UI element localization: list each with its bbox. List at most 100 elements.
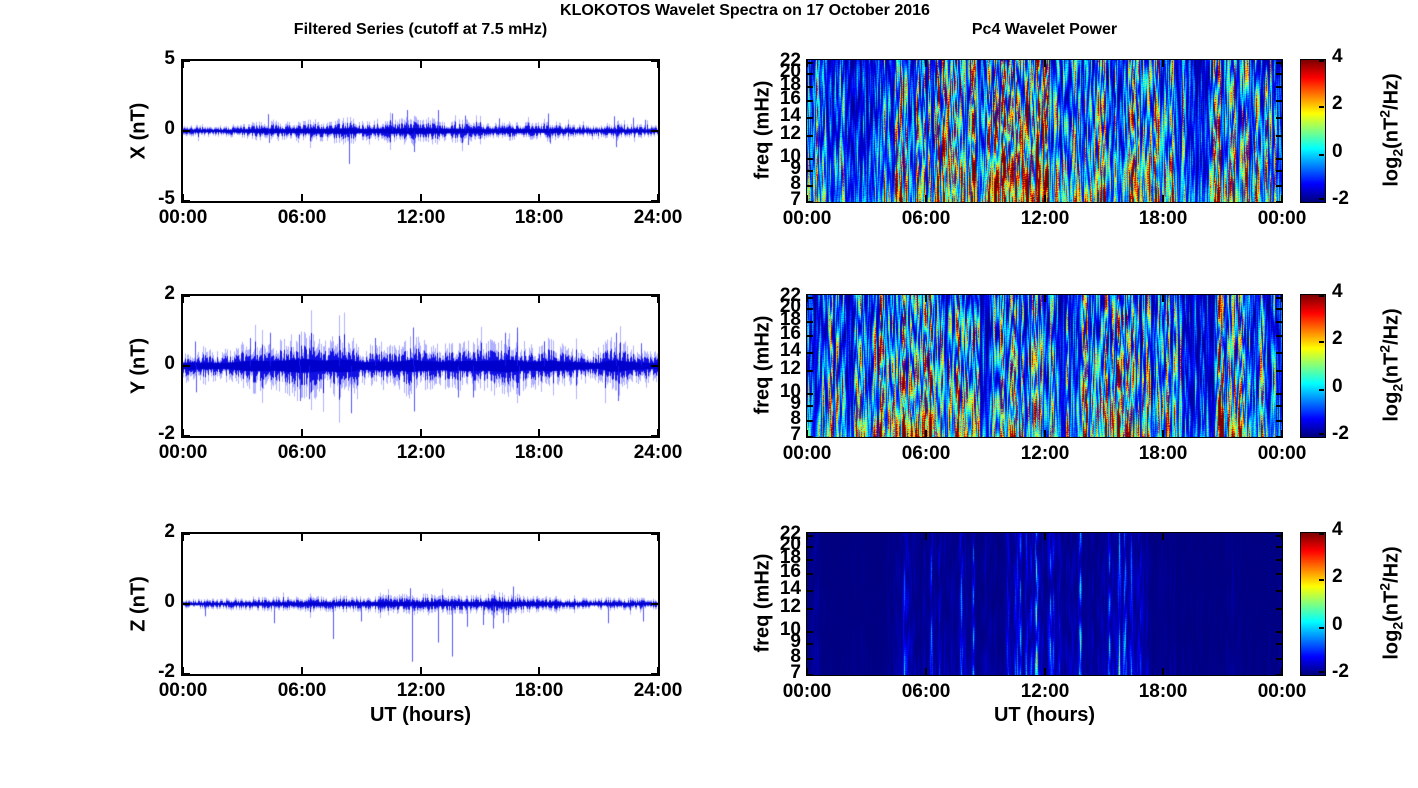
freq-tick-mark <box>807 393 813 395</box>
x-tick-mark <box>1044 195 1046 202</box>
x-tick-label: 12:00 <box>396 442 446 463</box>
y-tick-mark <box>651 435 658 437</box>
colorbar-tick-label: 2 <box>1332 93 1343 114</box>
freq-tick-label: 7 <box>790 662 801 683</box>
freq-tick-mark <box>807 405 813 407</box>
freq-tick-mark <box>1276 86 1282 88</box>
freq-tick-label: 7 <box>790 189 801 210</box>
colorbar-tick-mark <box>1319 533 1324 535</box>
x-tick-mark <box>301 667 303 674</box>
freq-tick-mark <box>807 201 813 203</box>
freq-tick-mark <box>807 185 813 187</box>
freq-tick-label: 14 <box>779 340 801 361</box>
y-tick-label: 2 <box>164 283 175 304</box>
y-tick-label: 5 <box>164 48 175 69</box>
x-tick-mark <box>301 429 303 436</box>
x-tick-label: 06:00 <box>277 207 327 228</box>
x-tick-mark <box>657 429 659 436</box>
x-wavelet-canvas <box>807 60 1282 202</box>
x-wavelet-plot: freq (mHz) log2(nT2/Hz) 00:00 06:00 12:00 1… <box>752 46 1406 229</box>
freq-tick-mark <box>1276 185 1282 187</box>
colorbar-tick-mark <box>1319 341 1324 343</box>
freq-tick-mark <box>1276 100 1282 102</box>
x-tick-mark <box>657 296 659 303</box>
freq-tick-mark <box>1276 535 1282 537</box>
left-x-axis-label: UT (hours) <box>369 704 472 726</box>
x-tick-mark <box>1162 668 1164 675</box>
freq-tick-mark <box>807 335 813 337</box>
right-column-title: Pc4 Wavelet Power <box>971 21 1118 38</box>
x-tick-mark <box>538 61 540 68</box>
x-filtered-plot: X (nT) 00:00 06:00 12:00 18:00 24:00 -5 0 5 <box>128 48 683 228</box>
z-filtered-plot: Z (nT) 00:00 06:00 12:00 18:00 24:00 -2 0 2 <box>128 521 683 701</box>
x-tick-label: 12:00 <box>1020 443 1070 464</box>
x-tick-mark <box>301 194 303 201</box>
x-tick-mark <box>538 296 540 303</box>
colorbar-tick-mark <box>1319 627 1324 629</box>
x-tick-mark <box>806 668 808 675</box>
y-tick-mark <box>651 130 658 132</box>
freq-tick-label: 12 <box>779 123 801 144</box>
y-tick-mark <box>651 60 658 62</box>
colorbar-tick-label: 0 <box>1332 376 1343 397</box>
x-tick-label: 18:00 <box>514 680 564 701</box>
freq-tick-mark <box>807 674 813 676</box>
figure-title: KLOKOTOS Wavelet Spectra on 17 October 2… <box>560 2 930 19</box>
freq-tick-label: 8 <box>790 173 801 194</box>
y-wavelet-plot: freq (mHz) log2(nT2/Hz) 00:00 06:00 12:00 1… <box>752 281 1406 464</box>
colorbar-tick-label: 2 <box>1332 566 1343 587</box>
x-tick-mark <box>1281 295 1283 302</box>
y-tick-mark <box>183 200 190 202</box>
x-tick-mark <box>925 60 927 67</box>
y-tick-mark <box>651 533 658 535</box>
freq-tick-mark <box>1276 631 1282 633</box>
left-column-title: Filtered Series (cutoff at 7.5 mHz) <box>293 21 548 38</box>
x-tick-label: 06:00 <box>277 442 327 463</box>
colorbar-tick-label: 4 <box>1332 519 1343 540</box>
freq-tick-mark <box>1276 393 1282 395</box>
x-tick-mark <box>1281 533 1283 540</box>
freq-tick-mark <box>1276 608 1282 610</box>
x-tick-mark <box>1281 430 1283 437</box>
right-x-axis-label: UT (hours) <box>993 704 1096 726</box>
freq-tick-label: 14 <box>779 578 801 599</box>
x-tick-mark <box>925 430 927 437</box>
x-tick-mark <box>538 194 540 201</box>
colorbar-tick-mark <box>1319 579 1324 581</box>
colorbar-label-3: log2(nT2/Hz) <box>1376 546 1406 660</box>
freq-tick-mark <box>807 86 813 88</box>
colorbar-tick-label: 0 <box>1332 614 1343 635</box>
y-filtered-plot: Y (nT) 00:00 06:00 12:00 18:00 24:00 -2 0 2 <box>128 283 683 463</box>
x-tick-label: 18:00 <box>1138 443 1188 464</box>
x-tick-mark <box>657 667 659 674</box>
y-tick-label: 0 <box>164 591 175 612</box>
freq-tick-mark <box>807 370 813 372</box>
x-tick-mark <box>182 296 184 303</box>
colorbar-tick-label: 2 <box>1332 328 1343 349</box>
x-tick-mark <box>1044 295 1046 302</box>
x-tick-label: 00:00 <box>1257 208 1307 229</box>
freq-tick-mark <box>1276 546 1282 548</box>
x-tick-label: 18:00 <box>1138 208 1188 229</box>
x-tick-label: 18:00 <box>1138 681 1188 702</box>
x-tick-label: 06:00 <box>901 208 951 229</box>
y-tick-mark <box>183 435 190 437</box>
x-tick-mark <box>538 667 540 674</box>
x-tick-mark <box>182 534 184 541</box>
colorbar-tick-mark <box>1319 433 1324 435</box>
x-tick-mark <box>420 194 422 201</box>
y-tick-mark <box>651 603 658 605</box>
x-tick-mark <box>182 61 184 68</box>
x-tick-label: 24:00 <box>633 680 683 701</box>
x-tick-mark <box>1162 60 1164 67</box>
x-tick-mark <box>538 429 540 436</box>
x-tick-mark <box>301 61 303 68</box>
freq-tick-label: 12 <box>779 358 801 379</box>
y-tick-label: 2 <box>164 521 175 542</box>
freq-tick-label: 22 <box>779 523 801 544</box>
freq-tick-label: 16 <box>779 88 801 109</box>
freq-tick-mark <box>807 170 813 172</box>
freq-tick-label: 20 <box>779 296 801 317</box>
colorbar-tick-label: -2 <box>1332 661 1349 682</box>
freq-tick-mark <box>807 100 813 102</box>
